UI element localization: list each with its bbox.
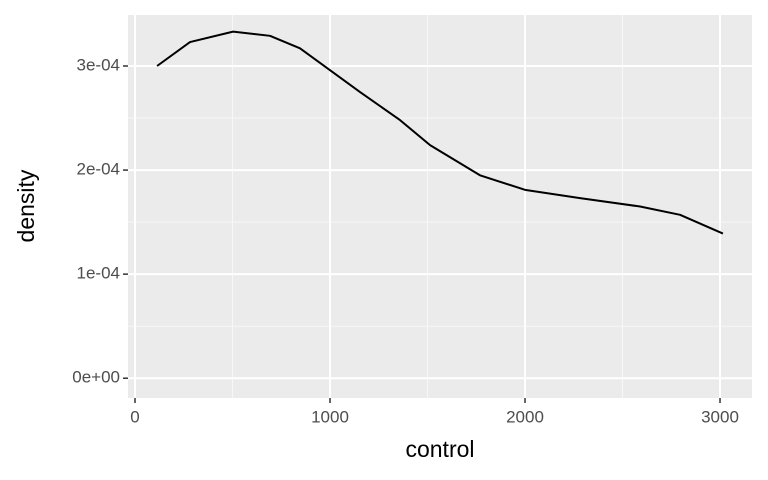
y-tick-label: 2e-04 — [77, 160, 120, 179]
y-tick-label: 0e+00 — [72, 368, 120, 387]
y-tick-label: 1e-04 — [77, 264, 120, 283]
panel — [128, 15, 752, 398]
x-tick-label: 0 — [130, 407, 139, 426]
x-axis-title: control — [405, 436, 474, 462]
y-axis-title: density — [13, 169, 39, 242]
x-tick-label: 2000 — [506, 407, 544, 426]
density-line — [156, 30, 724, 235]
x-tick-label: 3000 — [701, 407, 739, 426]
x-tick-label: 1000 — [311, 407, 349, 426]
y-tick-label: 3e-04 — [77, 55, 120, 74]
